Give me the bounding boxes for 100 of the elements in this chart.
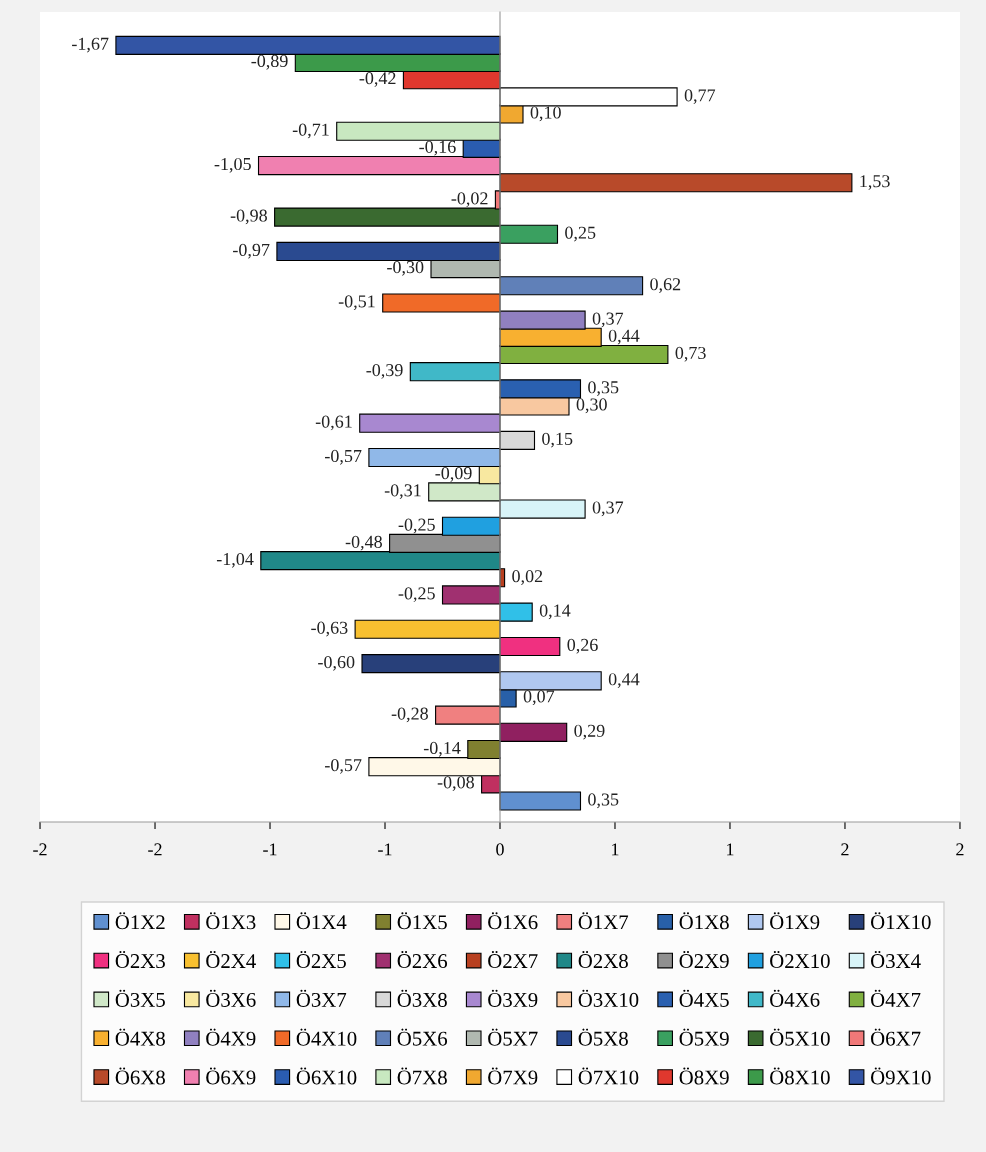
data-label: -0,51: [338, 295, 375, 311]
data-label: -0,16: [419, 140, 456, 156]
legend-label: Ö2X9: [679, 950, 729, 969]
data-label: -0,63: [311, 621, 348, 637]
bar: [361, 654, 501, 674]
legend-label: Ö8X10: [770, 1067, 830, 1085]
bar: [499, 636, 561, 657]
legend-label: Ö3X8: [397, 989, 447, 1007]
data-label: 0,44: [608, 329, 640, 345]
legend-label: Ö6X7: [870, 1028, 921, 1046]
legend-label: Ö4X7: [870, 989, 921, 1007]
legend-label: Ö6X10: [296, 1067, 357, 1085]
bar: [409, 362, 501, 382]
data-label: 0,14: [539, 604, 571, 620]
data-label: 0,07: [523, 690, 555, 706]
x-tick-label: 1: [612, 843, 619, 856]
legend-label: Ö7X10: [578, 1067, 639, 1085]
data-label: 0,26: [567, 638, 598, 654]
data-label: -0,48: [345, 535, 382, 551]
bar: [499, 276, 644, 296]
legend-label: Ö4X8: [115, 1028, 165, 1046]
x-tick-label: 2: [841, 843, 849, 856]
legend-label: Ö2X6: [397, 950, 448, 969]
bar: [499, 430, 536, 450]
data-label: -0,25: [398, 518, 435, 534]
bar: [499, 224, 559, 244]
data-label: 1,53: [860, 175, 890, 190]
data-label: -0,57: [325, 759, 362, 774]
data-label: -0,42: [359, 72, 396, 87]
x-tick-label: 2: [956, 843, 964, 856]
legend-label: Ö3X10: [578, 989, 639, 1007]
legend-label: Ö7X8: [397, 1067, 447, 1085]
legend-label: Ö3X7: [296, 989, 347, 1007]
legend-label: Ö4X9: [206, 1028, 256, 1046]
x-tick-label: -2: [148, 843, 162, 856]
data-label: 0,25: [565, 226, 596, 242]
x-tick-label: -1: [378, 843, 392, 856]
legend-label: Ö2X7: [488, 950, 538, 969]
legend-label: Ö7X9: [488, 1067, 538, 1085]
legend-label: Ö2X8: [578, 950, 628, 969]
legend-label: Ö1X8: [679, 912, 729, 930]
legend-label: Ö4X10: [296, 1028, 357, 1046]
bar: [499, 173, 853, 193]
bar: [499, 499, 586, 519]
x-tick-label: 1: [727, 843, 734, 856]
legend-label: Ö4X5: [679, 989, 729, 1007]
bar: [435, 705, 501, 725]
legend-label: Ö2X4: [206, 950, 256, 969]
data-label: -0,28: [391, 707, 428, 723]
data-label: 0,02: [512, 570, 543, 585]
legend-label: Ö1X10: [870, 912, 931, 930]
bar: [382, 293, 501, 313]
legend-label: Ö2X5: [296, 950, 346, 969]
data-label: -1,67: [72, 37, 109, 53]
legend-label: Ö1X6: [488, 912, 538, 930]
data-label: 0,29: [574, 724, 605, 740]
data-label: -0,98: [230, 209, 267, 225]
legend-label: Ö5X7: [488, 1028, 538, 1046]
data-label: 0,10: [530, 106, 561, 122]
data-label: -0,14: [423, 741, 461, 757]
data-label: 0,35: [588, 793, 619, 809]
data-label: -0,25: [398, 587, 435, 603]
data-label: 0,30: [576, 398, 607, 414]
legend-label: Ö1X4: [296, 912, 347, 930]
legend-label: Ö1X7: [578, 912, 629, 930]
bar: [499, 602, 533, 622]
data-label: 0,62: [650, 278, 681, 293]
legend-label: Ö6X8: [115, 1067, 165, 1085]
legend-label: Ö9X10: [870, 1067, 931, 1085]
x-tick-label: -1: [263, 843, 277, 856]
data-label: -1,05: [214, 157, 251, 173]
legend-label: Ö3X5: [115, 989, 165, 1007]
data-label: 0,73: [675, 346, 706, 362]
legend-label: Ö1X2: [115, 912, 165, 930]
legend-label: Ö1X3: [206, 912, 256, 930]
bar: [441, 585, 501, 605]
data-label: -0,30: [387, 260, 424, 276]
data-label: -0,31: [384, 484, 421, 500]
legend-label: Ö1X9: [770, 912, 820, 930]
legend-label: Ö5X6: [397, 1028, 448, 1046]
legend-label: Ö8X9: [679, 1067, 729, 1085]
legend-label: Ö6X9: [206, 1067, 256, 1085]
legend-label: Ö4X6: [770, 989, 820, 1007]
data-label: 0,37: [592, 501, 624, 517]
data-label: -0,60: [318, 655, 355, 671]
data-label: -0,09: [435, 467, 472, 482]
data-label: -1,04: [216, 552, 254, 568]
data-label: 0,35: [588, 381, 619, 396]
data-label: 0,37: [592, 312, 624, 328]
legend-label: Ö2X3: [115, 950, 165, 969]
x-tick-label: -2: [33, 843, 47, 856]
data-label: -0,08: [437, 776, 474, 791]
data-label: -0,39: [366, 364, 403, 379]
legend-label: Ö3X9: [488, 989, 538, 1007]
legend-label: Ö2X10: [770, 950, 830, 969]
data-label: -0,89: [251, 54, 288, 70]
bar: [499, 722, 568, 742]
data-label: 0,15: [542, 432, 573, 448]
data-label: 0,77: [684, 89, 716, 104]
legend-label: Ö5X9: [679, 1028, 729, 1046]
